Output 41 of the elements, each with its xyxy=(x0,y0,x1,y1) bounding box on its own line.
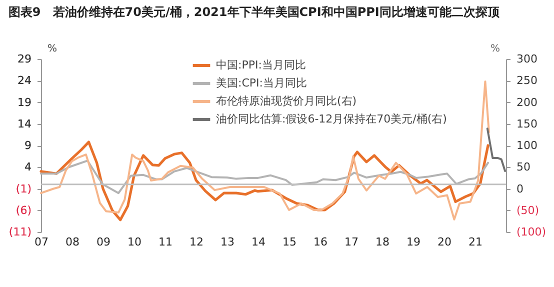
legend-label: 美国:CPI:当月同比 xyxy=(216,76,307,90)
y2-tick-label: 200 xyxy=(516,96,538,109)
y-tick-label: (1) xyxy=(16,182,32,196)
x-tick-label: 08 xyxy=(66,236,80,248)
y2-tick-label: 50 xyxy=(516,160,530,174)
y2-tick-label: 150 xyxy=(516,117,538,130)
legend-label: 中国:PPI:当月同比 xyxy=(216,58,306,72)
x-tick-label: 19 xyxy=(406,236,420,248)
x-tick-label: 16 xyxy=(314,236,328,248)
x-tick-label: 15 xyxy=(282,236,296,248)
y-tick-label: 4 xyxy=(24,160,32,174)
x-tick-label: 10 xyxy=(128,236,142,248)
y2-tick-label: 0 xyxy=(516,182,524,196)
legend-label: 油价同比估算:假设6-12月保持在70美元/桶(右) xyxy=(216,112,447,126)
y-axis-title: % xyxy=(48,44,58,54)
y-tick-label: 24 xyxy=(18,74,32,88)
y2-axis-title: % xyxy=(490,44,500,54)
x-tick-label: 21 xyxy=(468,236,482,248)
y2-tick-label: 300 xyxy=(516,52,538,66)
y2-tick-label: (100) xyxy=(516,226,546,238)
y-tick-label: 14 xyxy=(18,117,32,130)
line-series xyxy=(486,128,506,172)
x-tick-label: 13 xyxy=(220,236,234,248)
x-tick-label: 17 xyxy=(344,236,358,248)
y2-tick-label: (50) xyxy=(516,204,540,217)
y-tick-label: 9 xyxy=(24,139,32,152)
y-tick-label: 19 xyxy=(18,96,32,109)
y2-tick-label: 100 xyxy=(516,139,538,152)
chart-title: 图表9 若油价维持在70美元/桶，2021年下半年美国CPI和中国PPI同比增速可能二次探顶 xyxy=(8,5,500,19)
y2-tick-label: 250 xyxy=(516,74,538,88)
x-tick-label: 14 xyxy=(252,236,266,248)
x-tick-label: 20 xyxy=(438,236,452,248)
y-tick-label: 29 xyxy=(18,52,32,66)
y-tick-label: (11) xyxy=(8,226,32,238)
y-tick-label: (6) xyxy=(16,204,32,217)
x-tick-label: 12 xyxy=(190,236,204,248)
x-tick-label: 11 xyxy=(158,236,172,248)
x-tick-label: 18 xyxy=(376,236,390,248)
x-tick-label: 07 xyxy=(34,236,48,248)
x-tick-label: 09 xyxy=(96,236,110,248)
legend-label: 布伦特原油现货价月同比(右) xyxy=(216,94,357,108)
